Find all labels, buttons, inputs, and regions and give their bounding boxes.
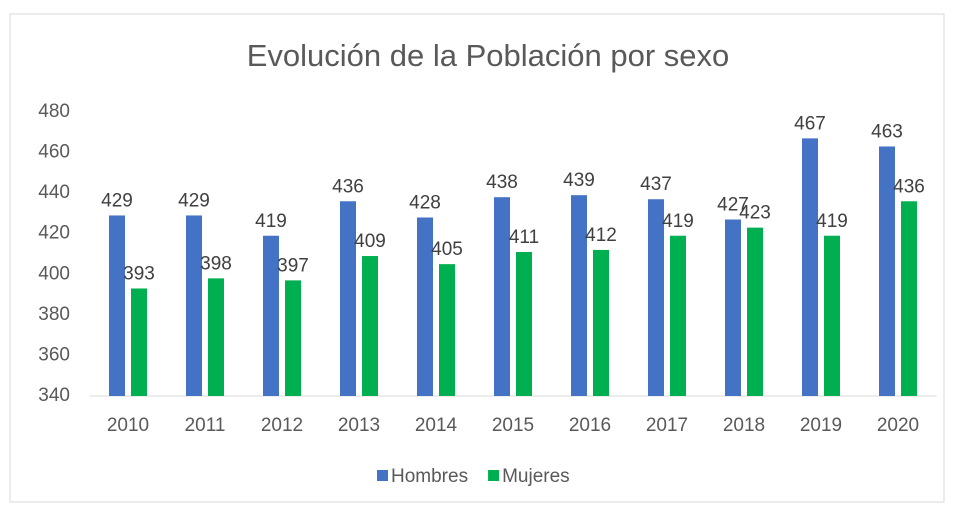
x-tick-label: 2016 xyxy=(569,415,611,436)
y-tick-label: 480 xyxy=(38,101,70,122)
data-label: 429 xyxy=(101,190,133,211)
data-label: 467 xyxy=(794,113,826,134)
x-tick-label: 2020 xyxy=(877,415,919,436)
bar xyxy=(802,138,818,396)
x-tick-label: 2013 xyxy=(338,415,380,436)
bar xyxy=(901,201,917,396)
bar xyxy=(417,217,433,396)
y-tick-label: 460 xyxy=(38,142,70,163)
bar xyxy=(593,249,609,396)
bar xyxy=(494,197,510,396)
x-tick-label: 2011 xyxy=(185,415,226,436)
data-label: 427 xyxy=(717,195,749,216)
x-tick-label: 2015 xyxy=(492,415,534,436)
data-label: 437 xyxy=(640,174,672,195)
y-tick-label: 420 xyxy=(38,223,70,244)
legend-label: Hombres xyxy=(391,466,468,487)
data-label: 393 xyxy=(123,264,155,285)
y-tick-label: 440 xyxy=(38,182,70,203)
bar xyxy=(648,199,664,396)
bar xyxy=(516,251,532,396)
x-tick-label: 2018 xyxy=(723,415,765,436)
bar xyxy=(340,201,356,396)
data-label: 405 xyxy=(431,239,463,260)
x-tick-label: 2010 xyxy=(107,415,149,436)
bar xyxy=(879,146,895,396)
y-tick-label: 400 xyxy=(38,263,70,284)
legend-swatch xyxy=(488,470,500,481)
bar xyxy=(131,288,147,396)
bar xyxy=(362,256,378,396)
bar xyxy=(109,215,125,396)
chart-title: Evolución de la Población por sexo xyxy=(247,38,730,73)
bar xyxy=(439,264,455,396)
data-label: 419 xyxy=(816,211,848,232)
bar xyxy=(186,215,202,396)
y-tick-label: 360 xyxy=(38,344,70,365)
data-label: 419 xyxy=(255,211,287,232)
chart-frame xyxy=(9,13,945,503)
bar xyxy=(208,278,224,396)
legend-swatch xyxy=(377,470,388,481)
data-label: 428 xyxy=(409,193,441,214)
data-label: 436 xyxy=(332,176,364,197)
data-label: 409 xyxy=(354,231,386,252)
data-label: 397 xyxy=(277,255,309,276)
bar xyxy=(285,280,301,396)
y-tick-label: 380 xyxy=(38,304,70,325)
bar xyxy=(263,235,279,396)
bar xyxy=(725,219,741,396)
data-label: 412 xyxy=(585,225,617,246)
legend-label: Mujeres xyxy=(502,466,570,487)
y-tick-label: 340 xyxy=(38,385,70,406)
bar xyxy=(747,227,763,396)
data-label: 439 xyxy=(563,170,595,191)
bar xyxy=(824,235,840,396)
data-label: 411 xyxy=(509,227,539,248)
x-tick-label: 2017 xyxy=(646,415,688,436)
data-label: 436 xyxy=(893,176,925,197)
data-label: 463 xyxy=(871,122,903,143)
data-label: 429 xyxy=(178,190,210,211)
data-label: 423 xyxy=(739,203,771,224)
x-tick-label: 2014 xyxy=(415,415,458,436)
data-label: 438 xyxy=(486,172,518,193)
data-label: 419 xyxy=(662,211,694,232)
bar xyxy=(670,235,686,396)
bar xyxy=(571,195,587,396)
data-label: 398 xyxy=(200,253,232,274)
x-tick-label: 2012 xyxy=(261,415,303,436)
x-tick-label: 2019 xyxy=(800,415,842,436)
